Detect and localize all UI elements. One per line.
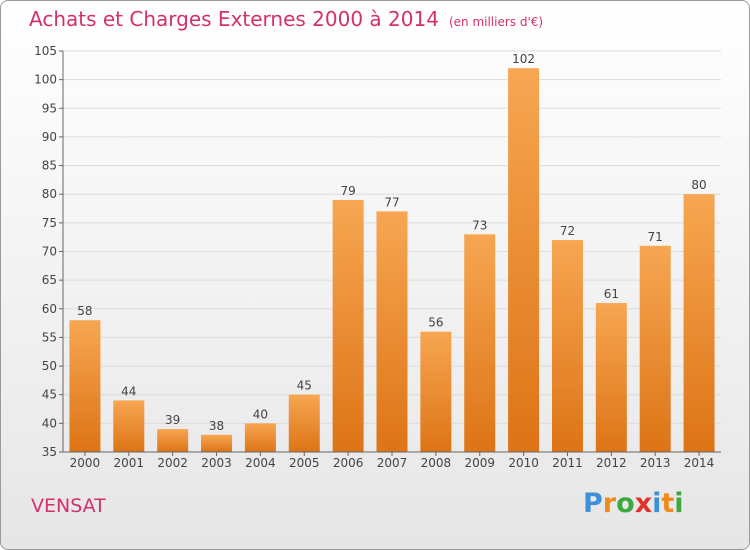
bar	[69, 320, 101, 452]
bar-value-label: 80	[691, 178, 706, 192]
y-tick-label: 105	[34, 44, 57, 58]
x-tick-label: 2000	[70, 456, 101, 470]
x-tick-label: 2009	[464, 456, 495, 470]
logo-letter: o	[616, 488, 635, 519]
x-tick-label: 2006	[333, 456, 364, 470]
logo-letter: r	[602, 488, 617, 519]
x-tick-label: 2008	[421, 456, 452, 470]
y-tick-label: 100	[34, 73, 57, 87]
bar	[288, 394, 320, 452]
x-tick-label: 2001	[114, 456, 145, 470]
x-tick-label: 2012	[596, 456, 627, 470]
bar	[376, 211, 408, 452]
bar	[420, 331, 452, 452]
bar	[464, 234, 496, 452]
bar	[157, 429, 189, 452]
x-tick-label: 2010	[508, 456, 539, 470]
bar	[683, 194, 715, 452]
x-tick-label: 2011	[552, 456, 583, 470]
bar-value-label: 73	[472, 218, 487, 232]
x-tick-label: 2005	[289, 456, 320, 470]
logo-letter: x	[634, 488, 653, 519]
logo-letter: i	[652, 488, 662, 519]
logo-letter: i	[674, 488, 684, 519]
chart-title-text: Achats et Charges Externes 2000 à 2014	[29, 7, 439, 31]
commune-name: VENSAT	[31, 495, 106, 517]
y-axis-ticks: 35 40 45 50 55 60 65 70 75 80 85 90 95 100 105	[34, 44, 63, 459]
bar-value-label: 71	[648, 230, 663, 244]
y-tick-label: 55	[42, 330, 57, 344]
bar-value-label: 61	[604, 287, 619, 301]
y-tick-label: 95	[42, 101, 57, 115]
bar-value-label: 44	[121, 384, 136, 398]
proxiti-logo: Proxiti	[583, 488, 684, 519]
bar-value-label: 39	[165, 413, 180, 427]
logo-letter: t	[661, 488, 675, 519]
value-labels: 58 44 39 38 40 45 79 77 56 73 102 72 61 71 80	[77, 52, 706, 433]
y-tick-label: 60	[42, 302, 57, 316]
y-tick-label: 35	[42, 445, 57, 459]
bar	[332, 199, 364, 452]
y-tick-label: 50	[42, 359, 57, 373]
x-tick-label: 2002	[157, 456, 188, 470]
chart-unit-label: (en milliers d'€)	[448, 15, 544, 29]
bar	[551, 240, 583, 452]
bar-value-label: 79	[340, 184, 355, 198]
bar	[201, 434, 233, 452]
y-tick-label: 80	[42, 187, 57, 201]
bar-value-label: 38	[209, 419, 224, 433]
y-tick-label: 45	[42, 388, 57, 402]
x-tick-label: 2007	[377, 456, 408, 470]
bar-value-label: 40	[253, 407, 268, 421]
y-tick-label: 90	[42, 130, 57, 144]
bar	[595, 303, 627, 452]
y-tick-label: 70	[42, 245, 57, 259]
y-tick-label: 65	[42, 273, 57, 287]
bar-value-label: 45	[297, 379, 312, 393]
bar-value-label: 58	[77, 304, 92, 318]
bar	[113, 400, 145, 452]
x-tick-label: 2003	[201, 456, 232, 470]
bar-value-label: 56	[428, 316, 443, 330]
bar	[244, 423, 276, 452]
y-tick-label: 40	[42, 416, 57, 430]
bar-value-label: 72	[560, 224, 575, 238]
logo-letter: P	[583, 488, 603, 519]
axes	[62, 51, 721, 453]
x-tick-label: 2004	[245, 456, 276, 470]
chart-title: Achats et Charges Externes 2000 à 2014 (e…	[29, 7, 543, 31]
bar-value-label: 77	[384, 195, 399, 209]
y-tick-label: 85	[42, 159, 57, 173]
bar	[639, 245, 671, 452]
x-axis-ticks: 2000 2001 2002 2003 2004 2005 2006 2007 2008 2009…	[70, 452, 715, 470]
x-tick-label: 2013	[640, 456, 671, 470]
y-tick-label: 75	[42, 216, 57, 230]
bar	[508, 68, 540, 452]
bar-value-label: 102	[512, 52, 535, 66]
bars	[69, 68, 715, 452]
x-tick-label: 2014	[684, 456, 715, 470]
